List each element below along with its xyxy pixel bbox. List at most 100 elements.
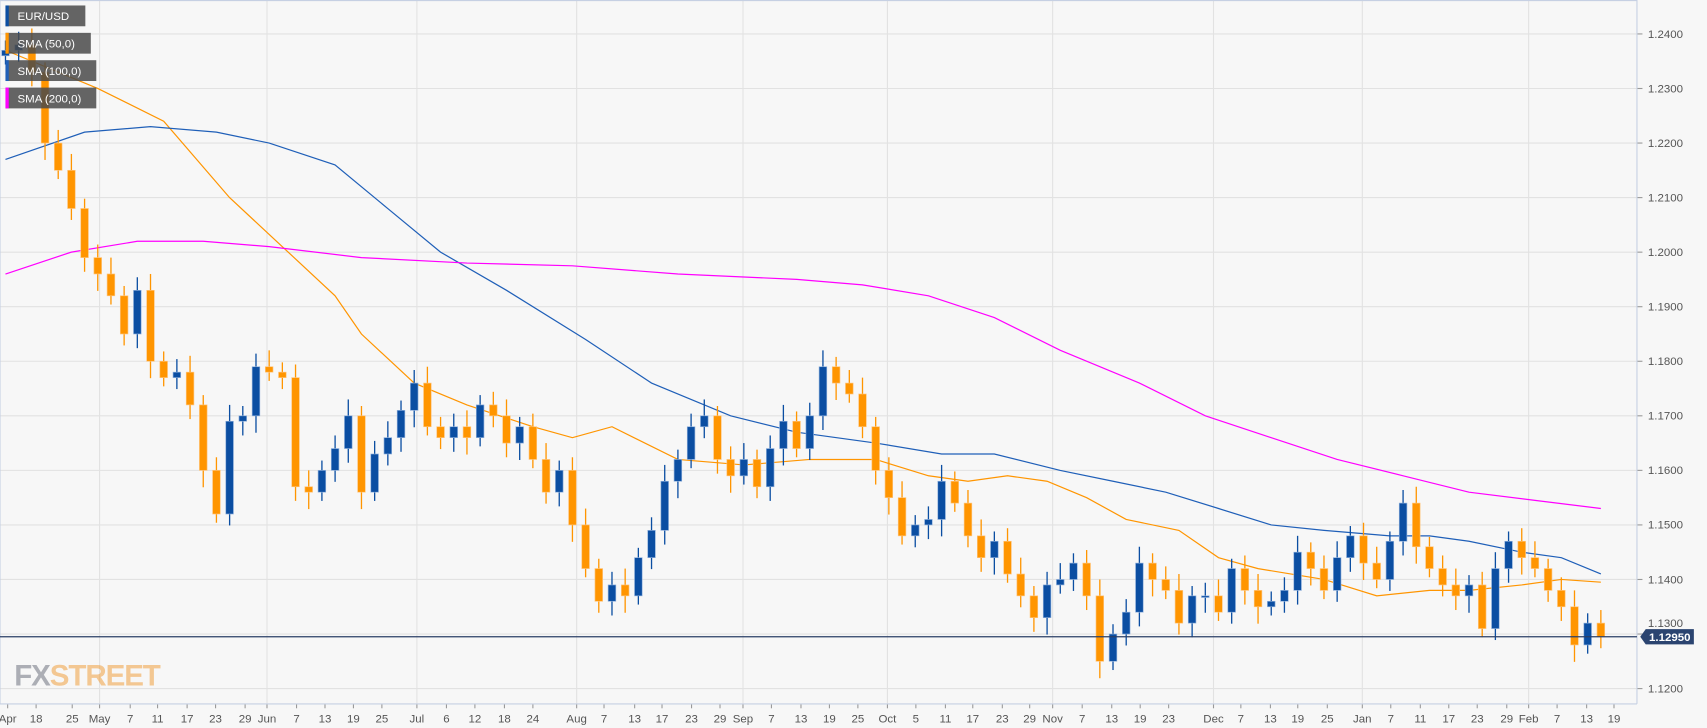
- candle: [1293, 535, 1302, 605]
- candle: [1069, 553, 1078, 591]
- candle: [1227, 558, 1236, 624]
- candles: [1, 28, 1606, 679]
- candle: [686, 413, 696, 469]
- bullish-candle-body: [1042, 584, 1052, 618]
- candle: [818, 350, 828, 430]
- bearish-candle-body: [713, 415, 722, 460]
- bullish-candle-body: [805, 415, 814, 449]
- x-tick-label: 19: [823, 714, 836, 726]
- bearish-candle-body: [423, 382, 432, 428]
- bearish-candle-body: [119, 295, 129, 335]
- bearish-candle-body: [568, 470, 577, 526]
- candle: [106, 257, 116, 305]
- y-tick-label: 1.2300: [1648, 83, 1683, 95]
- x-tick-label: 11: [939, 714, 951, 726]
- bullish-candle-body: [396, 410, 406, 438]
- candle: [713, 405, 722, 474]
- candle: [1438, 555, 1447, 597]
- bearish-candle-body: [1359, 535, 1368, 564]
- bearish-candle-body: [1003, 540, 1012, 575]
- x-tick-label: 19: [1608, 714, 1621, 726]
- legend-label: SMA (200,0): [18, 93, 82, 105]
- sma-line-500: [5, 49, 1601, 597]
- candle: [1570, 590, 1579, 662]
- bearish-candle-body: [858, 393, 867, 428]
- bullish-candle-body: [1267, 600, 1276, 608]
- bearish-candle-body: [1438, 568, 1447, 586]
- bearish-candle-body: [1095, 595, 1104, 662]
- bearish-candle-body: [199, 404, 208, 471]
- x-tick-label: 17: [966, 714, 979, 726]
- candle: [963, 490, 973, 548]
- y-tick-label: 1.2100: [1648, 192, 1683, 204]
- candle: [1095, 579, 1104, 679]
- x-tick-label: 19: [1134, 714, 1147, 726]
- candle: [159, 351, 168, 387]
- x-tick-label: 17: [656, 714, 669, 726]
- bearish-candle-body: [489, 404, 498, 417]
- candle: [977, 519, 986, 572]
- x-tick-label: 5: [913, 714, 919, 726]
- bearish-candle-body: [502, 415, 511, 444]
- x-tick-label: 25: [375, 714, 388, 726]
- candle: [739, 443, 748, 485]
- candle: [1319, 555, 1329, 600]
- x-tick-label: 19: [347, 714, 360, 726]
- x-tick-label: 23: [1471, 714, 1484, 726]
- bullish-candle-body: [647, 530, 656, 558]
- watermark-street: STREET: [50, 659, 161, 692]
- bearish-candle-body: [884, 470, 894, 498]
- bullish-candle-body: [317, 470, 327, 493]
- candle: [146, 273, 155, 379]
- candle: [1122, 599, 1131, 646]
- candle: [871, 416, 880, 485]
- bullish-candle-body: [1398, 502, 1408, 542]
- y-tick-label: 1.2400: [1648, 29, 1683, 41]
- bullish-candle-body: [1056, 579, 1065, 586]
- bullish-candle-body: [924, 519, 933, 526]
- candle: [225, 404, 234, 526]
- bullish-candle-body: [1280, 590, 1289, 602]
- bearish-candle-body: [304, 486, 313, 493]
- bearish-candle-body: [1016, 573, 1025, 597]
- bullish-candle-body: [634, 557, 643, 597]
- candle: [265, 350, 274, 381]
- candle: [1240, 555, 1250, 605]
- candle: [634, 547, 643, 605]
- x-tick-label: 12: [469, 714, 482, 726]
- bearish-candle-body: [621, 584, 630, 597]
- candle: [831, 356, 841, 400]
- candle: [858, 377, 867, 439]
- candle: [212, 457, 221, 523]
- bearish-candle-body: [159, 360, 168, 378]
- candle: [911, 515, 920, 548]
- x-tick-label: Apr: [0, 714, 17, 726]
- candle: [1504, 531, 1513, 583]
- candle: [475, 395, 485, 447]
- candle: [805, 402, 814, 461]
- candle: [185, 355, 195, 420]
- x-tick-label: 29: [239, 714, 252, 726]
- bullish-candle-body: [410, 382, 419, 411]
- bearish-candle-body: [80, 208, 89, 258]
- x-tick-label: Nov: [1042, 714, 1063, 726]
- bearish-candle-body: [1557, 590, 1566, 608]
- candle: [291, 364, 300, 501]
- candle: [80, 198, 89, 272]
- bullish-candle-body: [1227, 568, 1236, 613]
- bullish-candle-body: [370, 453, 379, 493]
- x-tick-label: 13: [1580, 714, 1593, 726]
- legend-item: EUR/USD: [5, 5, 86, 27]
- current-price-tag: [1640, 629, 1694, 645]
- candle: [383, 421, 392, 466]
- legend-color-swatch: [5, 32, 9, 54]
- candle: [502, 399, 511, 458]
- bearish-candle-body: [528, 426, 538, 460]
- candle: [1583, 613, 1592, 654]
- x-tick-label: 13: [319, 714, 332, 726]
- candle: [67, 153, 76, 220]
- x-tick-label: 7: [127, 714, 133, 726]
- bearish-candle-body: [1530, 557, 1540, 569]
- bearish-candle-body: [436, 426, 445, 438]
